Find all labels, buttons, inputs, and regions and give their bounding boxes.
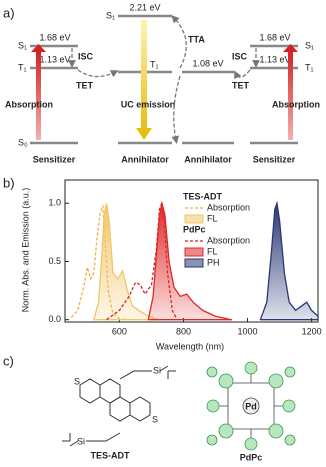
atom-label: S — [152, 414, 158, 424]
process-label: TET — [76, 80, 94, 90]
energy-label: 1.68 eV — [259, 32, 290, 42]
structures: c) S S Si Si TES-ADT Pd PdPc — [3, 353, 296, 462]
line — [106, 200, 178, 321]
atom-label: Si — [153, 365, 161, 375]
species-label: Sensitizer — [33, 154, 76, 164]
process-label: TET — [232, 80, 250, 90]
energy-diagram: a) S₁ T₁ S₀ 1.68 eV 1.13 eV ISC TET Abso… — [3, 2, 320, 164]
x-tick-label: 800 — [176, 326, 191, 336]
pdpc-structure — [206, 361, 296, 451]
area — [259, 200, 319, 321]
area — [93, 203, 159, 321]
uc-arrow — [141, 20, 147, 130]
x-tick-label: 600 — [112, 326, 127, 336]
energy-label: 1.08 eV — [192, 58, 223, 68]
tta-arrow — [171, 15, 187, 69]
y-tick-label: 0.5 — [48, 256, 61, 266]
atom-label: S — [74, 376, 80, 386]
panel-label: c) — [3, 353, 14, 368]
x-tick-label: 1000 — [238, 326, 258, 336]
legend-label: PH — [207, 257, 220, 267]
legend-group: PdPc — [183, 224, 206, 234]
absorption-arrow — [36, 50, 41, 140]
legend-label: FL — [207, 213, 218, 223]
y-tick-label: 0.0 — [48, 314, 61, 324]
state-label: T₁ — [18, 62, 27, 72]
state-label: S₁ — [305, 40, 314, 50]
state-label: S₁ — [106, 10, 115, 20]
state-label: S₁ — [18, 40, 27, 50]
energy-label: 2.21 eV — [129, 2, 160, 12]
relax-arrow — [171, 75, 181, 144]
species-label: Annihilator — [121, 154, 169, 164]
process-label: ISC — [78, 51, 94, 61]
state-label: T₁ — [150, 59, 159, 69]
panel-label: a) — [3, 5, 15, 20]
energy-label: 1.68 eV — [39, 32, 70, 42]
y-axis-title: Norm. Abs. and Emission (a.u.) — [20, 188, 30, 313]
process-label: Absorption — [272, 99, 320, 109]
tet-arrow — [77, 69, 119, 78]
tes-adt-structure — [62, 365, 176, 447]
y-tick-label: 1.0 — [48, 198, 61, 208]
x-tick-label: 1200 — [302, 326, 322, 336]
species-label: Annihilator — [184, 154, 232, 164]
state-label: T₁ — [305, 62, 314, 72]
energy-label: 1.13 eV — [39, 54, 70, 64]
area — [147, 203, 233, 321]
structure-name: TES-ADT — [91, 450, 130, 460]
legend-group: TES-ADT — [183, 191, 222, 201]
structure-name: PdPc — [240, 452, 263, 462]
legend-swatch — [184, 214, 204, 224]
energy-label: 1.13 eV — [259, 54, 290, 64]
plot-frame — [64, 179, 319, 323]
legend-swatch — [184, 247, 204, 257]
process-label: UC emission — [121, 99, 176, 109]
process-label: ISC — [232, 51, 248, 61]
atom-label: Pd — [245, 401, 257, 411]
legend-label: FL — [207, 246, 218, 256]
state-label: S₀ — [18, 137, 28, 147]
atom-label: Si — [77, 436, 85, 446]
panel-label: b) — [3, 175, 15, 190]
arrowhead — [136, 128, 152, 140]
process-label: Absorption — [5, 99, 53, 109]
legend-swatch — [184, 258, 204, 268]
x-axis-title: Wavelength (nm) — [156, 341, 224, 351]
arrowhead — [31, 44, 46, 52]
legend-label: Absorption — [207, 202, 250, 212]
tet-arrow — [234, 69, 251, 80]
process-label: TTA — [188, 34, 205, 44]
absorption-arrow — [288, 50, 293, 140]
arrowhead — [283, 44, 298, 52]
species-label: Sensitizer — [253, 154, 296, 164]
spectra-chart: b) Norm. Abs. and Emission (a.u.) Wavele… — [3, 175, 322, 351]
legend-label: Absorption — [207, 235, 250, 245]
